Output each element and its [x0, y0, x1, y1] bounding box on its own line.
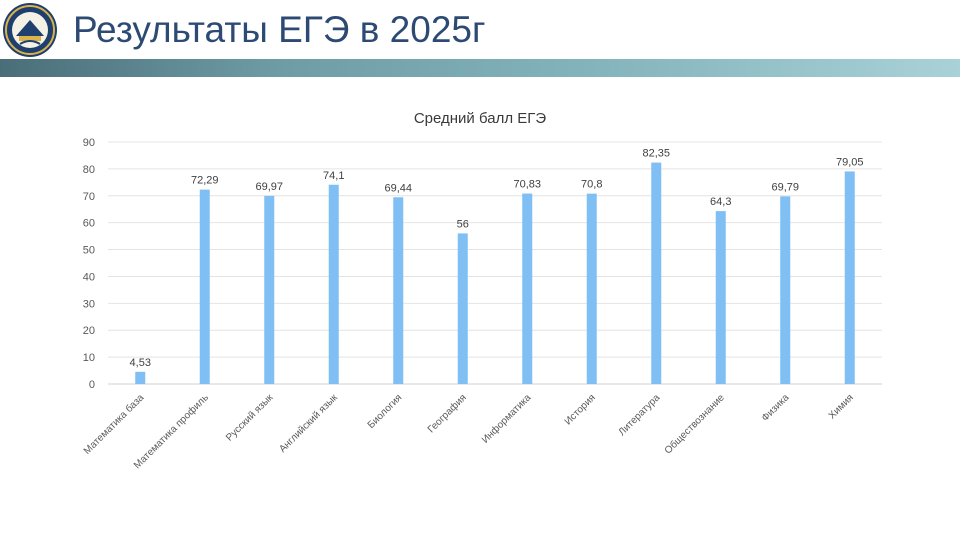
bar	[328, 184, 339, 384]
y-tick-label: 40	[83, 271, 95, 283]
x-tick-label: Математика профиль	[131, 392, 211, 472]
data-label: 69,97	[255, 181, 283, 193]
y-tick-label: 70	[83, 191, 95, 203]
bar	[135, 371, 146, 384]
x-tick-label: Информатика	[479, 391, 533, 445]
x-tick-label: Обществознание	[662, 391, 727, 456]
data-label: 72,29	[191, 175, 219, 187]
data-label: 74,1	[323, 170, 344, 182]
data-label: 69,79	[771, 181, 799, 193]
x-tick-label: История	[563, 392, 598, 427]
x-tick-label: Биология	[366, 392, 405, 431]
bar	[264, 195, 275, 384]
chart-title: Средний балл ЕГЭ	[414, 110, 547, 127]
x-tick-label: Математика база	[81, 391, 147, 457]
y-tick-label: 50	[83, 245, 95, 257]
bar	[199, 189, 210, 384]
data-label: 64,3	[710, 196, 731, 208]
y-tick-label: 20	[83, 325, 95, 337]
page-title: Результаты ЕГЭ в 2025г	[73, 9, 486, 50]
y-tick-label: 30	[83, 298, 95, 310]
data-label: 79,05	[836, 156, 864, 168]
y-tick-label: 90	[83, 137, 95, 149]
x-tick-label: Физика	[760, 392, 792, 424]
bar	[651, 162, 662, 384]
data-label: 70,8	[581, 179, 602, 191]
bar	[457, 233, 468, 384]
data-label: 69,44	[384, 182, 412, 194]
y-tick-label: 80	[83, 164, 95, 176]
y-tick-label: 60	[83, 218, 95, 230]
bar	[586, 193, 597, 384]
data-label: 56	[457, 218, 469, 230]
y-tick-label: 10	[83, 352, 95, 364]
bar	[393, 197, 404, 384]
bar	[780, 196, 791, 384]
data-label: 82,35	[642, 148, 670, 160]
x-tick-label: Химия	[827, 392, 856, 421]
bar	[715, 211, 726, 384]
school-logo	[3, 3, 57, 57]
bar	[844, 171, 855, 384]
header-band	[0, 59, 960, 77]
bar	[522, 193, 533, 384]
data-label: 70,83	[513, 179, 541, 191]
x-tick-label: Литература	[617, 392, 663, 438]
data-label: 4,53	[130, 357, 151, 369]
x-tick-label: Английский язык	[277, 392, 340, 455]
y-tick-label: 0	[89, 379, 95, 391]
x-tick-label: Русский язык	[224, 392, 276, 444]
x-tick-label: География	[425, 392, 469, 436]
